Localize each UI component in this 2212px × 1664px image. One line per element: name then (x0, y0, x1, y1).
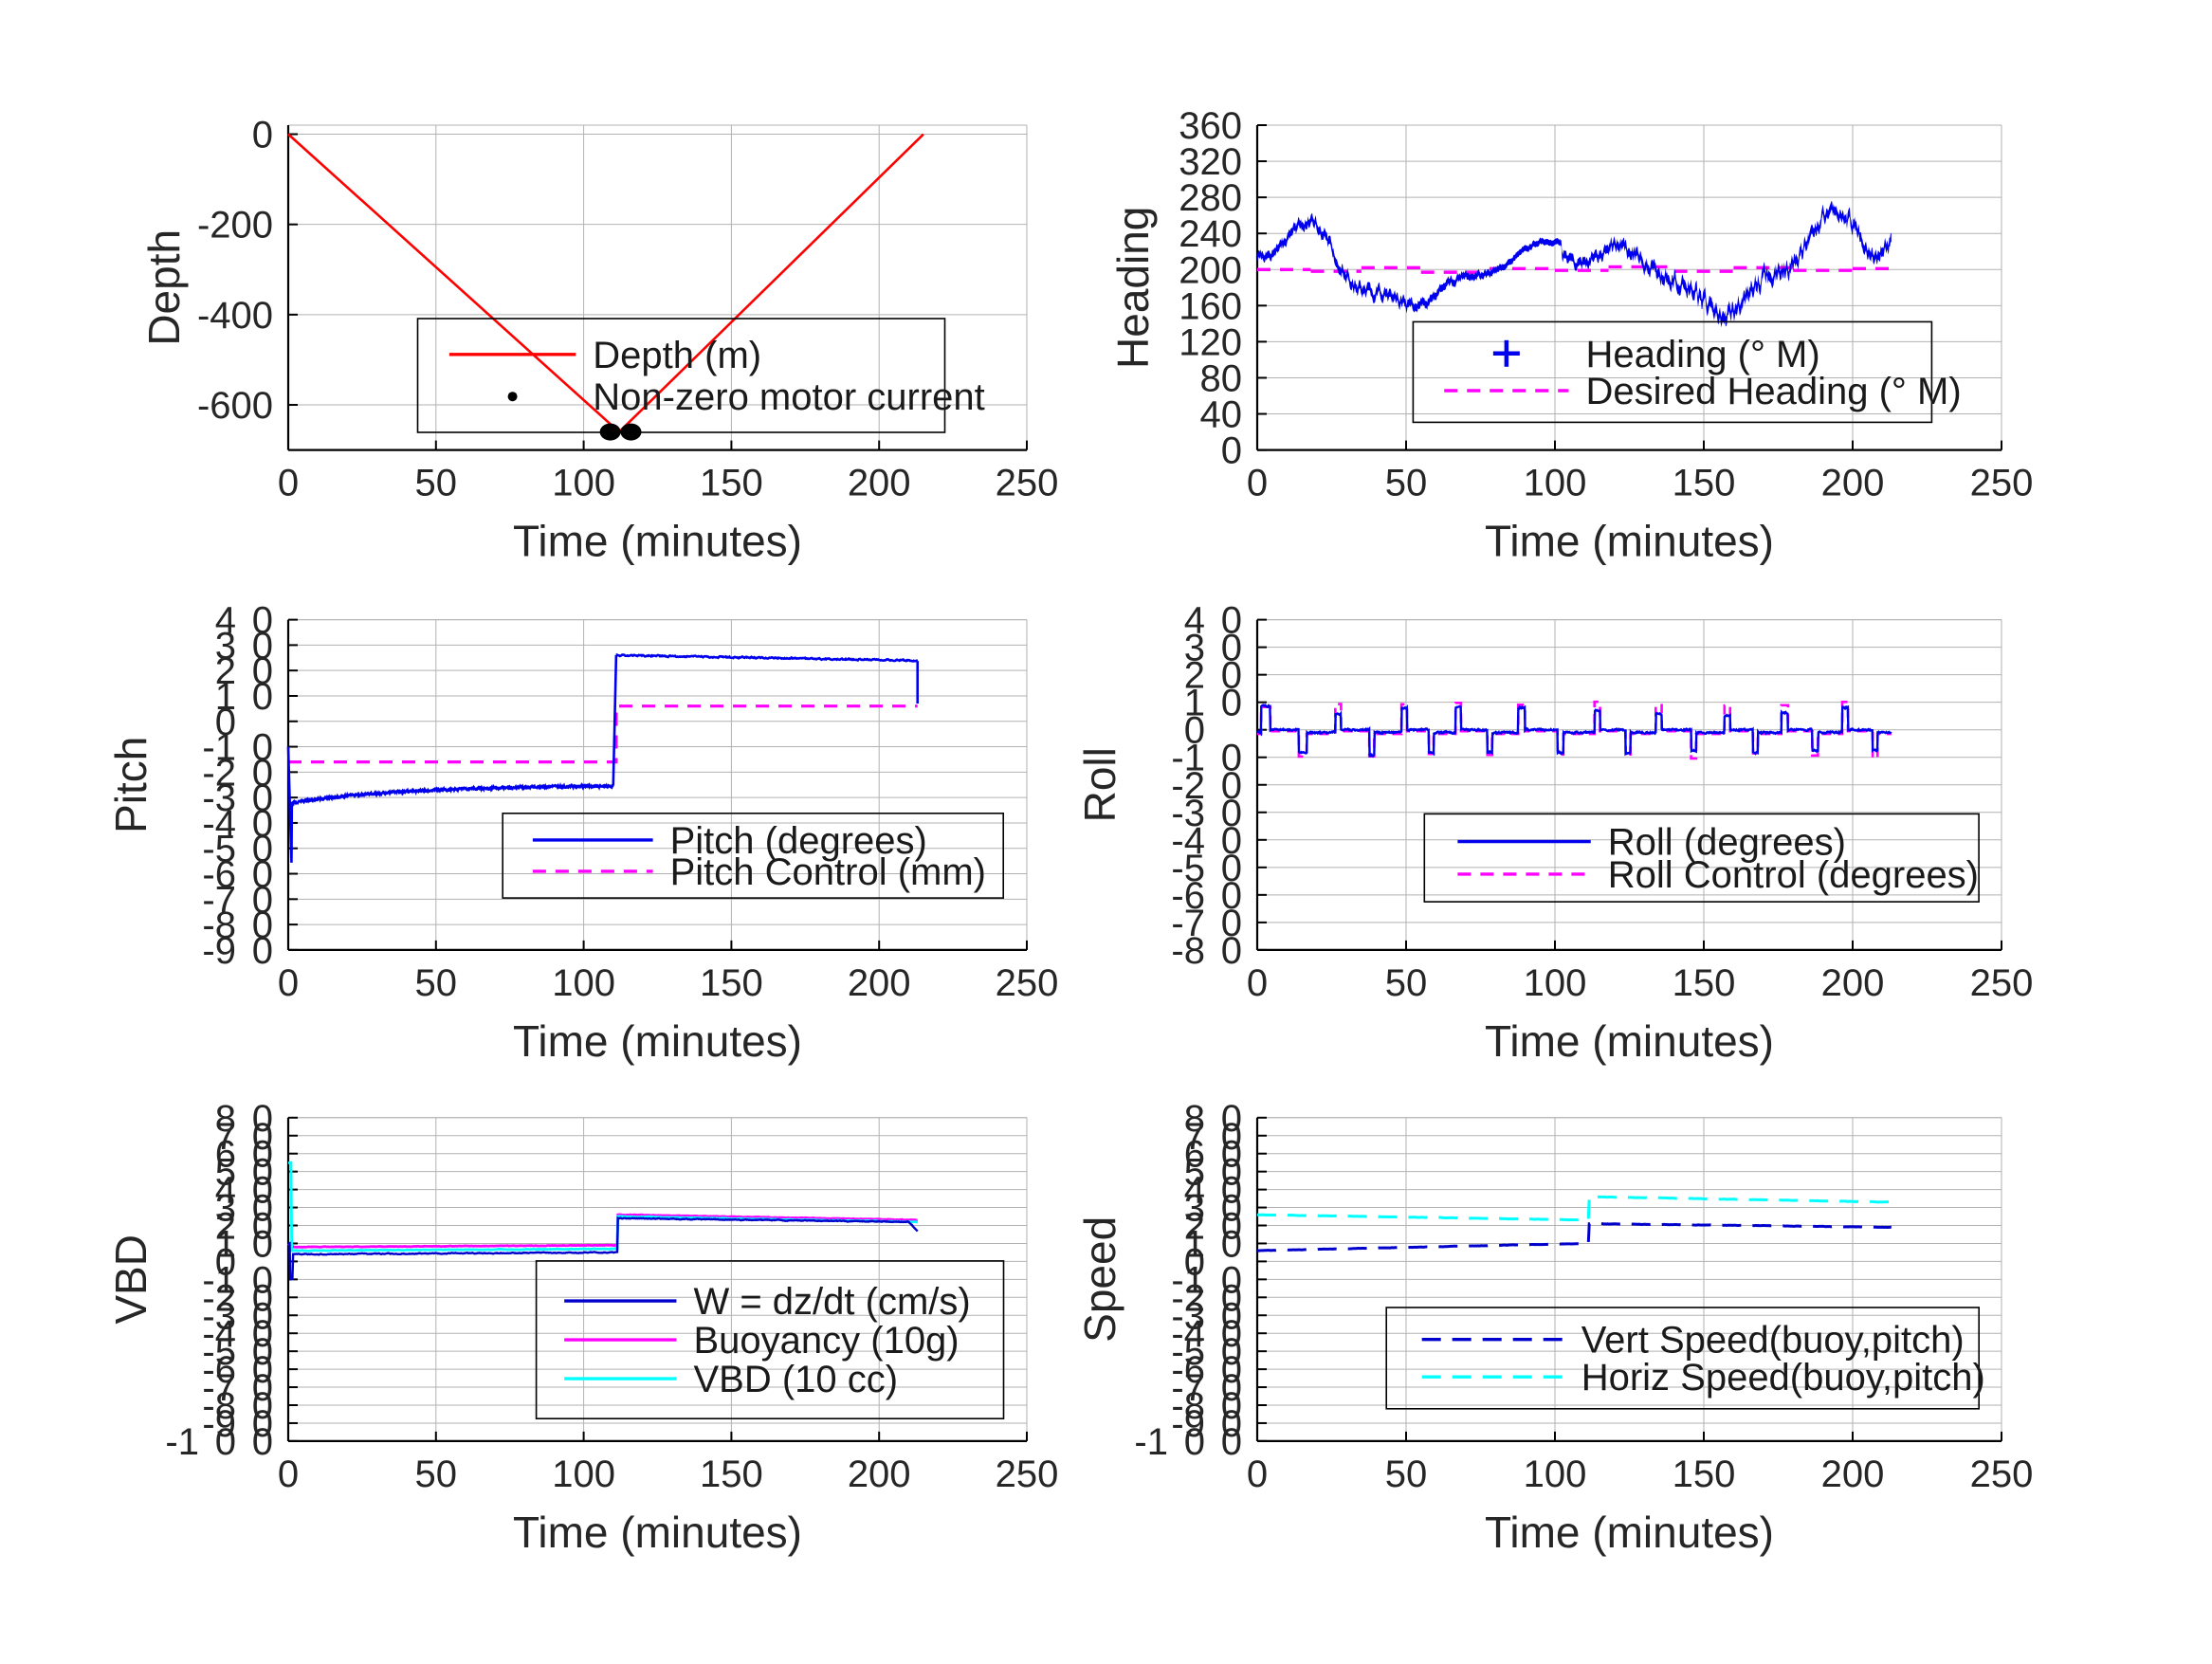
svg-text:150: 150 (1673, 463, 1736, 504)
svg-text:-600: -600 (197, 385, 273, 427)
svg-text:160: 160 (1179, 285, 1242, 327)
svg-text:0: 0 (1221, 1421, 1242, 1463)
svg-text:Vert Speed(buoy,pitch): Vert Speed(buoy,pitch) (1581, 1320, 1965, 1362)
svg-text:VBD: VBD (106, 1234, 155, 1325)
svg-text:Roll: Roll (1075, 747, 1124, 822)
svg-text:240: 240 (1179, 213, 1242, 255)
svg-text:Time (minutes): Time (minutes) (1485, 1508, 1774, 1557)
svg-text:0: 0 (252, 930, 273, 972)
svg-text:Horiz Speed(buoy,pitch): Horiz Speed(buoy,pitch) (1581, 1357, 1985, 1399)
svg-text:200: 200 (848, 962, 911, 1004)
svg-text:0: 0 (1221, 683, 1242, 724)
svg-text:Desired Heading (° M): Desired Heading (° M) (1586, 371, 1962, 412)
svg-text:0: 0 (278, 962, 299, 1004)
svg-text:Pitch Control (mm): Pitch Control (mm) (670, 851, 986, 893)
svg-text:Non-zero motor current: Non-zero motor current (593, 376, 984, 418)
svg-text:0: 0 (1247, 1454, 1268, 1495)
svg-text:200: 200 (1821, 962, 1885, 1004)
svg-text:0: 0 (278, 1454, 299, 1495)
svg-text:0: 0 (1247, 463, 1268, 504)
svg-text:0: 0 (1184, 1421, 1205, 1463)
svg-text:50: 50 (415, 962, 458, 1004)
svg-text:250: 250 (1970, 962, 2034, 1004)
svg-text:40: 40 (1200, 394, 1243, 436)
svg-text:Heading: Heading (1108, 207, 1158, 369)
svg-text:50: 50 (1385, 1454, 1428, 1495)
svg-text:250: 250 (1970, 463, 2034, 504)
svg-text:W = dz/dt (cm/s): W = dz/dt (cm/s) (693, 1281, 970, 1323)
svg-text:150: 150 (700, 1454, 763, 1495)
svg-text:Time (minutes): Time (minutes) (513, 1016, 802, 1066)
svg-text:250: 250 (1970, 1454, 2034, 1495)
svg-text:Time (minutes): Time (minutes) (1485, 1016, 1774, 1066)
svg-text:Buoyancy (10g): Buoyancy (10g) (693, 1320, 959, 1362)
svg-text:Time (minutes): Time (minutes) (513, 1508, 802, 1557)
svg-text:200: 200 (848, 463, 911, 504)
svg-text:150: 150 (1673, 1454, 1736, 1495)
svg-text:0: 0 (1221, 930, 1242, 972)
svg-text:100: 100 (552, 962, 615, 1004)
svg-text:Depth: Depth (139, 229, 189, 346)
svg-text:320: 320 (1179, 141, 1242, 183)
svg-text:-8: -8 (1171, 930, 1205, 972)
svg-text:250: 250 (996, 1454, 1059, 1495)
svg-text:0: 0 (1247, 962, 1268, 1004)
svg-text:120: 120 (1179, 321, 1242, 363)
svg-text:360: 360 (1179, 105, 1242, 147)
svg-text:0: 0 (252, 676, 273, 718)
svg-text:Heading (° M): Heading (° M) (1586, 334, 1820, 375)
svg-text:-1: -1 (165, 1421, 199, 1463)
svg-text:Time (minutes): Time (minutes) (1485, 517, 1774, 566)
svg-text:50: 50 (415, 1454, 458, 1495)
svg-text:280: 280 (1179, 177, 1242, 219)
svg-text:0: 0 (1221, 430, 1242, 472)
svg-text:150: 150 (700, 962, 763, 1004)
svg-text:200: 200 (848, 1454, 911, 1495)
svg-text:-9: -9 (202, 930, 236, 972)
svg-text:100: 100 (1524, 962, 1587, 1004)
svg-text:Roll Control (degrees): Roll Control (degrees) (1608, 854, 1979, 896)
svg-text:100: 100 (1524, 463, 1587, 504)
svg-text:80: 80 (1200, 357, 1243, 399)
svg-text:-1: -1 (1134, 1421, 1168, 1463)
svg-text:0: 0 (252, 1421, 273, 1463)
svg-text:0: 0 (278, 463, 299, 504)
svg-text:200: 200 (1821, 463, 1885, 504)
svg-text:150: 150 (700, 463, 763, 504)
svg-text:0: 0 (252, 115, 273, 156)
svg-text:50: 50 (415, 463, 458, 504)
svg-text:250: 250 (996, 962, 1059, 1004)
svg-text:100: 100 (1524, 1454, 1587, 1495)
svg-text:0: 0 (215, 1421, 236, 1463)
svg-text:100: 100 (552, 1454, 615, 1495)
svg-text:50: 50 (1385, 962, 1428, 1004)
svg-text:100: 100 (552, 463, 615, 504)
svg-text:VBD (10 cc): VBD (10 cc) (693, 1359, 898, 1400)
svg-text:Time (minutes): Time (minutes) (513, 517, 802, 566)
svg-text:Speed: Speed (1075, 1216, 1124, 1343)
svg-text:Pitch: Pitch (106, 737, 155, 833)
svg-text:-400: -400 (197, 295, 273, 337)
svg-text:250: 250 (996, 463, 1059, 504)
svg-text:Depth (m): Depth (m) (593, 335, 761, 376)
svg-text:150: 150 (1673, 962, 1736, 1004)
svg-text:200: 200 (1179, 249, 1242, 291)
svg-text:50: 50 (1385, 463, 1428, 504)
svg-text:200: 200 (1821, 1454, 1885, 1495)
svg-text:-200: -200 (197, 205, 273, 247)
